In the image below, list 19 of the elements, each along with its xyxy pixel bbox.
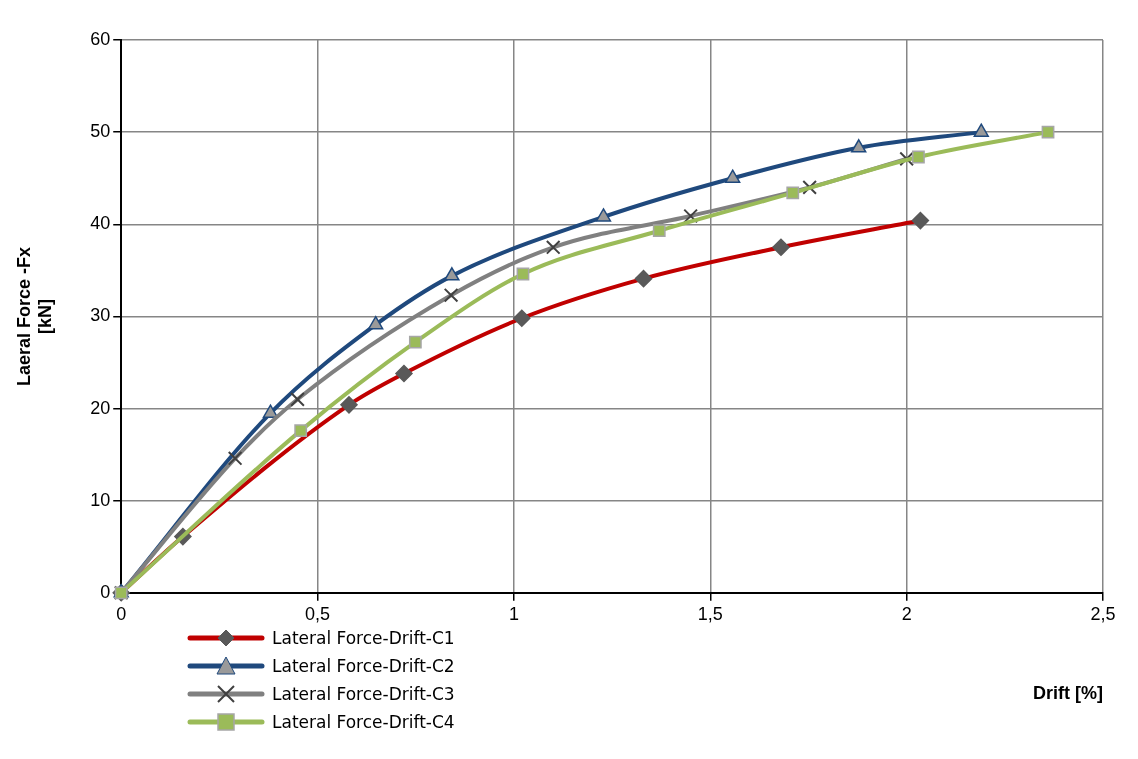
y-tick-label: 10 — [90, 489, 111, 510]
x-tick-label: 2 — [901, 603, 912, 624]
legend-label: Lateral Force-Drift-C3 — [272, 684, 455, 704]
x-tick-label: 0 — [116, 603, 127, 624]
x-tick-label: 1,5 — [697, 603, 723, 624]
y-tick-label: 40 — [90, 213, 111, 234]
x-tick-label: 2,5 — [1090, 603, 1116, 624]
y-tick-label: 0 — [100, 581, 111, 602]
x-tick-label: 1 — [508, 603, 519, 624]
y-tick-label: 60 — [90, 28, 111, 49]
y-axis-title: Laeral Force -Fx [kN] — [13, 246, 56, 386]
x-axis-title: Drift [%] — [1033, 683, 1103, 704]
y-tick-label: 50 — [90, 121, 111, 142]
y-tick-label: 20 — [90, 397, 111, 418]
y-tick-label: 30 — [90, 305, 111, 326]
legend-label: Lateral Force-Drift-C2 — [272, 656, 455, 676]
legend-label: Lateral Force-Drift-C1 — [272, 628, 455, 648]
x-tick-label: 0,5 — [305, 603, 331, 624]
legend-label: Lateral Force-Drift-C4 — [272, 712, 455, 732]
